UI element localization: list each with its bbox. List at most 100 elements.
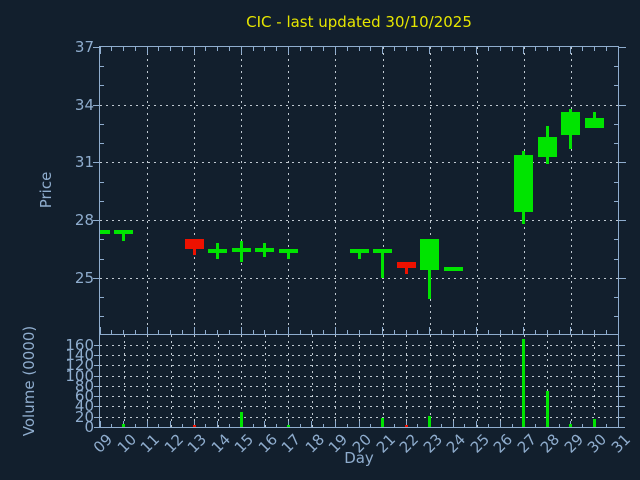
tick-mark	[488, 330, 489, 334]
tick-mark	[614, 66, 618, 68]
tick-mark	[619, 385, 625, 387]
tick-mark	[100, 66, 104, 68]
day-tick-label: 23	[419, 430, 446, 457]
day-gridline	[547, 335, 549, 427]
day-tick-label: 31	[607, 430, 635, 457]
day-gridline	[123, 335, 125, 427]
day-tick-label: 28	[537, 430, 564, 457]
candle-body	[561, 112, 581, 136]
tick-mark	[417, 424, 419, 427]
tick-mark	[123, 47, 125, 51]
tick-mark	[170, 47, 172, 51]
tick-mark	[240, 327, 242, 334]
tick-mark	[464, 424, 466, 427]
tick-mark	[276, 424, 278, 427]
tick-mark	[181, 330, 183, 334]
tick-mark	[100, 258, 104, 260]
tick-mark	[614, 296, 618, 298]
day-gridline	[147, 47, 149, 334]
tick-mark	[558, 424, 560, 427]
day-tick-label: 17	[278, 430, 305, 457]
day-tick-label: 13	[183, 430, 211, 457]
day-gridline	[570, 335, 572, 427]
tick-mark	[464, 47, 466, 51]
tick-mark	[111, 424, 113, 427]
tick-mark	[287, 327, 289, 334]
tick-mark	[134, 424, 136, 427]
tick-mark	[276, 330, 278, 334]
day-gridline	[382, 47, 384, 334]
tick-mark	[417, 330, 419, 334]
day-gridline	[241, 335, 243, 427]
tick-mark	[334, 47, 336, 54]
volume-bar	[192, 425, 196, 427]
price-gridline	[100, 220, 618, 222]
tick-mark	[440, 424, 442, 427]
candle-body	[537, 137, 557, 157]
tick-mark	[100, 327, 101, 334]
day-tick-label: 26	[490, 430, 517, 457]
tick-mark	[619, 416, 625, 418]
tick-mark	[619, 162, 626, 164]
volume-bar	[381, 417, 385, 427]
tick-mark	[240, 47, 242, 54]
tick-mark	[558, 47, 560, 51]
tick-mark	[158, 424, 160, 427]
tick-mark	[264, 421, 266, 427]
tick-mark	[476, 47, 478, 54]
candle-body	[349, 248, 369, 253]
tick-mark	[193, 327, 195, 334]
tick-mark	[417, 47, 419, 51]
day-gridline	[476, 335, 478, 427]
tick-mark	[614, 85, 618, 87]
tick-mark	[370, 47, 372, 51]
candle-wick	[122, 231, 126, 242]
tick-mark	[535, 47, 537, 51]
price-tick-label: 31	[74, 153, 94, 172]
tick-mark	[488, 47, 489, 51]
day-gridline	[382, 335, 384, 427]
tick-mark	[311, 421, 313, 427]
candle-body	[584, 118, 604, 128]
tick-mark	[511, 47, 513, 51]
tick-mark	[311, 47, 313, 51]
tick-mark	[111, 47, 113, 51]
tick-mark	[252, 47, 254, 51]
tick-mark	[499, 421, 501, 427]
chart-title: CIC - last updated 30/10/2025	[246, 13, 472, 31]
day-tick-label: 11	[136, 430, 164, 457]
tick-mark	[100, 181, 104, 183]
day-tick-label: 24	[442, 430, 470, 457]
tick-mark	[100, 316, 104, 318]
tick-mark	[619, 354, 625, 356]
tick-mark	[205, 330, 207, 334]
tick-mark	[134, 47, 136, 51]
day-gridline	[359, 335, 360, 427]
tick-mark	[546, 330, 548, 334]
volume-tick-label: 80	[74, 376, 94, 395]
tick-mark	[205, 424, 207, 427]
tick-mark	[452, 47, 454, 51]
tick-mark	[619, 104, 626, 106]
tick-mark	[287, 421, 289, 427]
tick-mark	[229, 330, 230, 334]
tick-mark	[511, 424, 513, 427]
tick-mark	[370, 330, 372, 334]
tick-mark	[181, 424, 183, 427]
tick-mark	[217, 421, 219, 427]
tick-mark	[476, 421, 478, 427]
day-gridline	[406, 335, 408, 427]
day-gridline	[288, 47, 290, 334]
day-gridline	[429, 335, 431, 427]
day-gridline	[311, 335, 313, 427]
tick-mark	[582, 330, 584, 334]
candle-body	[396, 262, 416, 269]
day-gridline	[194, 47, 196, 334]
tick-mark	[488, 424, 489, 427]
volume-tick-label: 160	[65, 335, 94, 354]
tick-mark	[614, 143, 618, 145]
tick-mark	[619, 375, 625, 377]
tick-mark	[323, 424, 325, 427]
tick-mark	[619, 406, 625, 408]
